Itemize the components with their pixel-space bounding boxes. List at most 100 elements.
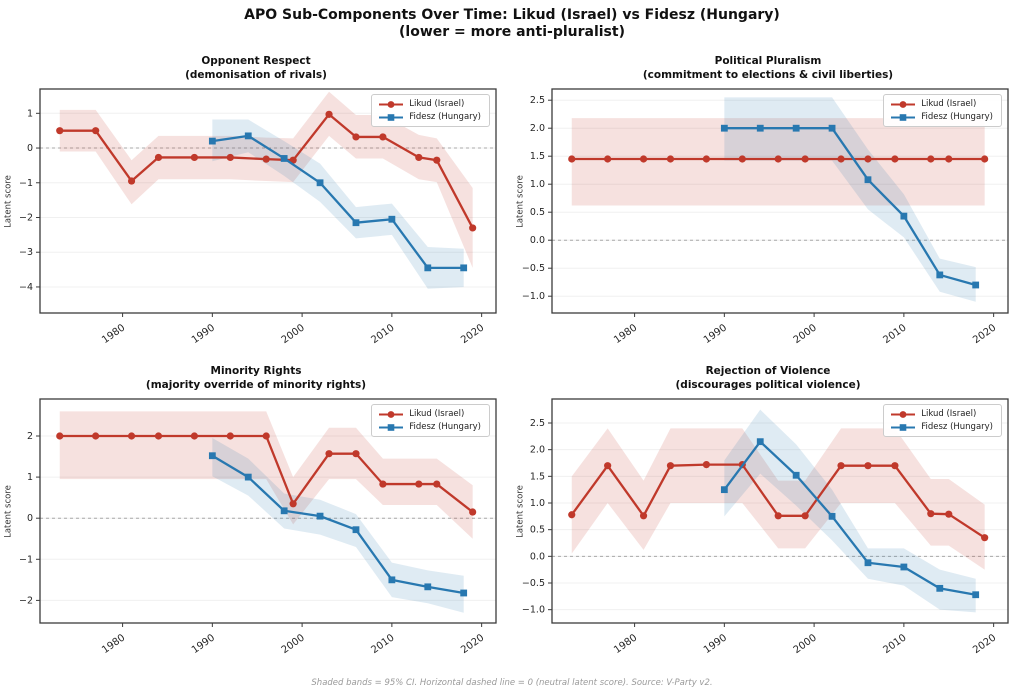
y-tick-label: −1	[19, 554, 33, 565]
y-tick-label: 2.0	[530, 445, 545, 456]
subplot-title-line2: (discourages political violence)	[675, 379, 861, 391]
likud-marker	[639, 155, 648, 163]
y-tick-label: −2	[19, 212, 33, 223]
legend-item-likud: Likud (Israel)	[890, 409, 993, 419]
fidesz-marker	[972, 591, 980, 599]
subplot-political-pluralism: Political Pluralism (commitment to elect…	[512, 52, 1024, 362]
fidesz-marker	[460, 589, 468, 597]
likud-marker	[469, 224, 477, 232]
subplot-title-rejection-of-violence: Rejection of Violence (discourages polit…	[512, 362, 1024, 394]
y-tick-label: −3	[19, 247, 33, 258]
fidesz-marker	[244, 132, 252, 140]
chart-canvas-opponent-respect: 1 0 −1 −2 −3 −4 1980 1990 2000 2010 2020	[19, 88, 497, 346]
x-tick-label: 2010	[369, 632, 396, 656]
fidesz-marker	[792, 471, 800, 479]
figure-title: APO Sub-Components Over Time: Likud (Isr…	[0, 7, 1024, 41]
y-tick-label: 1	[27, 472, 33, 483]
likud-line-marker-icon	[891, 410, 916, 418]
likud-marker	[639, 512, 648, 520]
fidesz-marker	[792, 124, 800, 132]
fidesz-marker	[352, 526, 360, 534]
x-tick-label: 1990	[190, 322, 217, 346]
y-tick-label: 2.5	[530, 95, 545, 106]
fidesz-marker	[316, 179, 324, 187]
y-tick-label: 1.0	[530, 179, 545, 190]
likud-line-marker-icon	[891, 100, 916, 108]
likud-marker	[927, 510, 935, 518]
fidesz-line-marker-icon	[891, 113, 916, 121]
likud-marker	[801, 512, 809, 520]
likud-marker	[774, 155, 782, 163]
x-tick-label: 1980	[612, 632, 639, 656]
fidesz-marker	[900, 563, 908, 571]
likud-ci-band	[59, 411, 473, 539]
likud-marker	[190, 153, 198, 162]
fidesz-line-marker-icon	[379, 423, 404, 431]
fidesz-marker	[828, 124, 836, 132]
likud-marker	[801, 155, 809, 163]
subplot-title-line1: Opponent Respect	[201, 55, 311, 67]
y-tick-label: −0.5	[522, 578, 545, 589]
likud-marker	[604, 462, 612, 470]
likud-marker	[837, 462, 845, 470]
fidesz-marker	[864, 176, 872, 184]
legend: Likud (Israel) Fidesz (Hungary)	[371, 404, 490, 437]
likud-marker	[262, 155, 270, 163]
plot-border	[551, 398, 1009, 624]
likud-marker	[774, 512, 782, 520]
fidesz-ci-band	[724, 97, 976, 302]
likud-marker	[433, 156, 441, 164]
likud-marker	[568, 155, 576, 163]
likud-marker	[415, 153, 423, 162]
x-tick-label: 2020	[459, 322, 486, 346]
likud-marker	[945, 510, 953, 518]
fidesz-marker	[460, 264, 468, 272]
fidesz-marker	[280, 155, 288, 162]
likud-marker	[837, 155, 845, 163]
x-tick-label: 1980	[612, 322, 639, 346]
figure-title-line2: (lower = more anti-pluralist)	[399, 24, 625, 40]
x-tick-label: 2020	[971, 322, 998, 346]
charts-grid: Opponent Respect (demonisation of rivals…	[0, 52, 1024, 672]
y-tick-label: 0.5	[530, 525, 545, 536]
likud-marker	[289, 500, 297, 508]
x-tick-label: 1990	[702, 632, 729, 656]
fidesz-marker	[936, 584, 944, 592]
fidesz-marker	[720, 486, 728, 494]
subplot-title-line2: (commitment to elections & civil liberti…	[642, 69, 894, 81]
likud-line	[59, 113, 474, 229]
x-tick-label: 2010	[881, 632, 908, 656]
plot-area-opponent-respect: Latent score 1 0 −1 −2 −3 −4 1980 1990 2000 2010 2…	[0, 84, 508, 362]
fidesz-marker	[280, 507, 288, 515]
y-tick-label: 1.5	[530, 151, 545, 162]
likud-marker	[154, 432, 163, 440]
fidesz-marker	[388, 215, 396, 223]
fidesz-line	[724, 127, 976, 287]
fidesz-line	[723, 440, 976, 596]
likud-marker	[226, 153, 234, 162]
fidesz-marker	[864, 559, 872, 567]
fidesz-line	[212, 134, 464, 270]
subplot-title-line1: Minority Rights	[210, 365, 302, 377]
y-axis-label: Latent score	[515, 175, 526, 228]
legend-item-fidesz: Fidesz (Hungary)	[890, 112, 993, 122]
y-tick-label: −4	[19, 282, 33, 293]
legend-label-likud: Likud (Israel)	[409, 409, 465, 419]
chart-canvas-rejection-of-violence: 2.5 2.0 1.5 1.0 0.5 0.0 −0.5 −1.0 1980 1990 2000 20…	[522, 398, 1009, 656]
subplot-title-line2: (majority override of minority rights)	[145, 379, 367, 391]
y-tick-label: 2	[27, 431, 33, 442]
likud-marker	[352, 450, 360, 458]
legend: Likud (Israel) Fidesz (Hungary)	[371, 94, 490, 127]
legend-item-fidesz: Fidesz (Hungary)	[378, 112, 481, 122]
likud-marker	[702, 155, 710, 163]
legend-label-fidesz: Fidesz (Hungary)	[921, 422, 993, 432]
plot-area-political-pluralism: Latent score 2.5 2.0 1.5 1.0 0.5 0.0 −0.5 −1.0 1…	[512, 84, 1020, 362]
likud-line	[59, 434, 474, 513]
legend-label-fidesz: Fidesz (Hungary)	[921, 112, 993, 122]
likud-marker	[127, 177, 136, 185]
y-axis-label: Latent score	[515, 485, 526, 538]
likud-marker	[379, 133, 387, 141]
subplot-title-line1: Political Pluralism	[714, 55, 822, 67]
legend-item-fidesz: Fidesz (Hungary)	[890, 422, 993, 432]
fidesz-marker	[756, 438, 764, 446]
